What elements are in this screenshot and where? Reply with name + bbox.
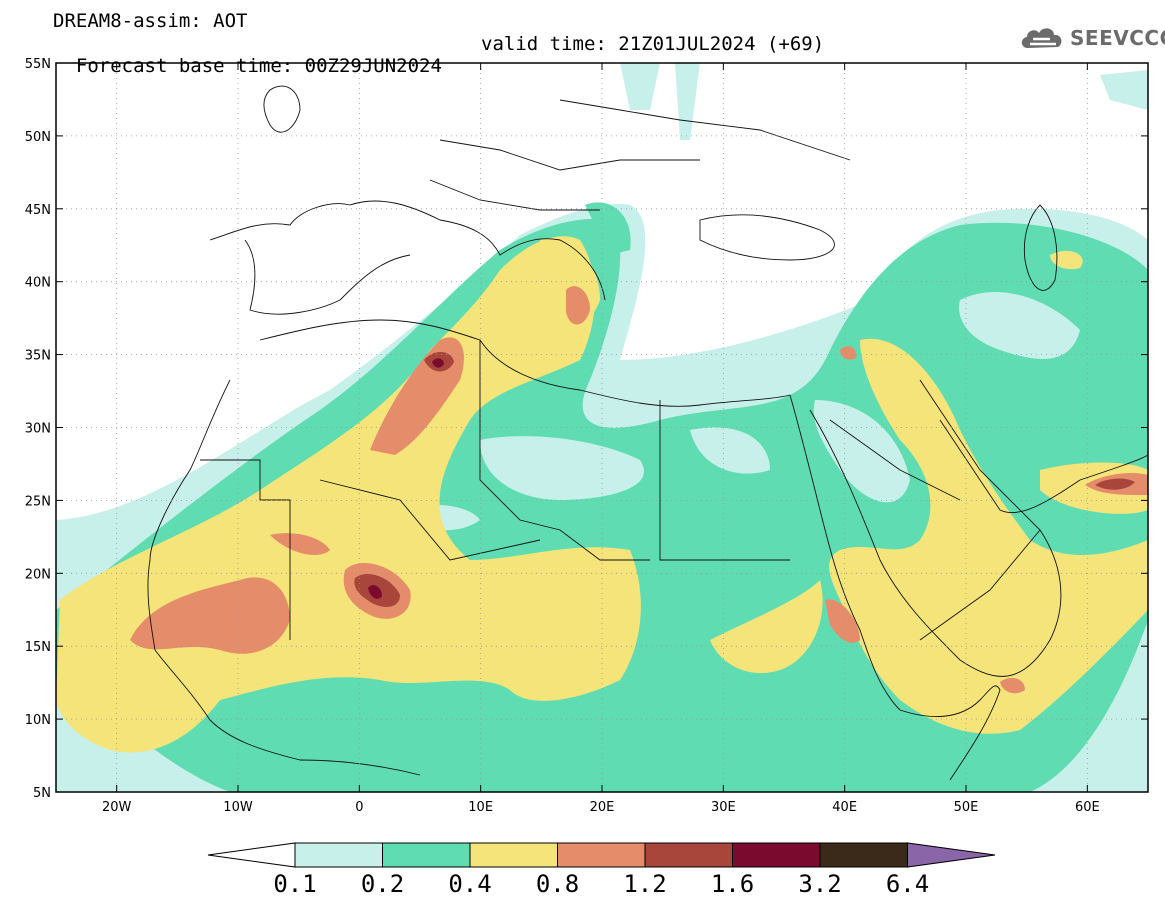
lon-label: 50E xyxy=(954,800,979,815)
colorbar-level-label: 0.1 xyxy=(273,870,317,898)
coast-north-africa xyxy=(259,319,791,407)
lat-label: 40N xyxy=(25,276,51,291)
coast-gulf xyxy=(939,419,1148,514)
lon-label: 0 xyxy=(355,800,363,815)
aot-region-08-mauritania xyxy=(130,577,290,654)
lat-label: 55N xyxy=(25,57,51,72)
aot-region-04-sudan xyxy=(710,580,823,674)
lat-label: 50N xyxy=(25,130,51,145)
aot-region-08-redsea xyxy=(825,599,860,643)
colorbar-segment xyxy=(382,842,471,868)
cloud-logo-icon xyxy=(1021,28,1062,48)
border-europe-3 xyxy=(429,179,600,211)
lon-label: 10E xyxy=(468,800,493,815)
colorbar-level-label: 6.4 xyxy=(885,870,930,898)
border-arabia-2 xyxy=(919,529,1041,641)
lat-label: 15N xyxy=(25,640,51,655)
aot-region-08-iraq xyxy=(840,346,857,360)
lat-label: 5N xyxy=(33,786,51,801)
colorbar-segment xyxy=(819,842,908,868)
aot-region-01-egypt xyxy=(690,427,770,474)
colorbar-level-label: 1.2 xyxy=(623,870,667,898)
aot-region-08-italy xyxy=(566,286,590,325)
logo-text: SEEVCCC xyxy=(1070,26,1165,50)
coast-black-sea xyxy=(699,214,835,261)
colorbar-segment xyxy=(557,842,646,868)
aot-region-16-mali xyxy=(368,585,382,599)
lat-label: 25N xyxy=(25,494,51,509)
coast-uk xyxy=(263,85,301,133)
aot-region-01-north xyxy=(620,63,660,110)
coast-arabia xyxy=(809,379,1062,677)
colorbar-level-label: 3.2 xyxy=(798,870,842,898)
colorbar-level-label: 0.2 xyxy=(360,870,405,898)
colorbar-over-triangle xyxy=(907,842,996,868)
border-sahara-3 xyxy=(659,400,790,561)
lat-label: 10N xyxy=(25,713,51,728)
seevccc-logo: SEEVCCC xyxy=(1018,22,1165,54)
aot-region-04-arabia xyxy=(829,338,1148,734)
lon-label: 60E xyxy=(1075,800,1100,815)
coastlines xyxy=(147,85,1148,781)
coast-west-africa xyxy=(147,379,421,776)
colorbar-segment xyxy=(732,842,821,868)
coast-europe xyxy=(209,200,606,301)
lat-label: 30N xyxy=(25,422,51,437)
border-sahara-2 xyxy=(479,340,650,561)
colorbar-level-label: 0.8 xyxy=(535,870,580,898)
lon-label: 40E xyxy=(832,800,857,815)
coast-iberia xyxy=(244,239,411,315)
border-europe-1 xyxy=(439,139,700,171)
aot-region-16-algeria xyxy=(432,358,444,368)
coast-caspian xyxy=(1023,204,1058,291)
lat-label: 20N xyxy=(25,567,51,582)
lat-label: 45N xyxy=(25,203,51,218)
lon-label: 10W xyxy=(223,800,253,815)
border-sahara-4 xyxy=(319,479,541,561)
lon-label: 20E xyxy=(590,800,615,815)
aot-region-02-balkan xyxy=(585,202,631,255)
aot-region-01-iran xyxy=(959,291,1080,359)
map-title: DREAM8-assim: AOT xyxy=(53,10,248,32)
colorbar-segment xyxy=(644,842,733,868)
border-sahara-1 xyxy=(200,459,291,640)
aot-region-08-senegal xyxy=(270,533,330,555)
lon-label: 30E xyxy=(711,800,736,815)
aot-region-04-iran xyxy=(1050,250,1083,270)
colorbar-segment xyxy=(294,842,383,868)
base-time: Forecast base time: 00Z29JUN2024 xyxy=(75,55,442,77)
colorbar-level-label: 1.6 xyxy=(710,870,755,898)
forecast-times: Forecast base time: 00Z29JUN2024 valid t… xyxy=(53,33,824,99)
aot-region-01-libya xyxy=(480,436,644,500)
coast-red-sea xyxy=(789,394,901,711)
coast-horn xyxy=(899,685,1001,781)
aot-region-08-yemen xyxy=(1000,677,1025,694)
aot-region-12-pakistan xyxy=(1095,478,1135,490)
aot-region-01-north2 xyxy=(675,63,700,140)
border-europe-2 xyxy=(559,99,851,161)
colorbar-under-triangle xyxy=(207,842,296,868)
colorbar-level-label: 0.4 xyxy=(448,870,492,898)
valid-time: valid time: 21Z01JUL2024 (+69) xyxy=(481,33,825,55)
border-arabia-1 xyxy=(829,419,961,501)
lat-label: 35N xyxy=(25,349,51,364)
lon-label: 20W xyxy=(102,800,132,815)
graticule xyxy=(56,63,1148,792)
colorbar xyxy=(207,842,996,868)
aot-region-01-caspian xyxy=(1100,70,1148,110)
colorbar-segment xyxy=(469,842,558,868)
axis-ticks: 55N 50N 45N 40N 35N 30N 25N 20N 15N 10N 5N 20W 10W 0 1… xyxy=(25,57,1148,815)
